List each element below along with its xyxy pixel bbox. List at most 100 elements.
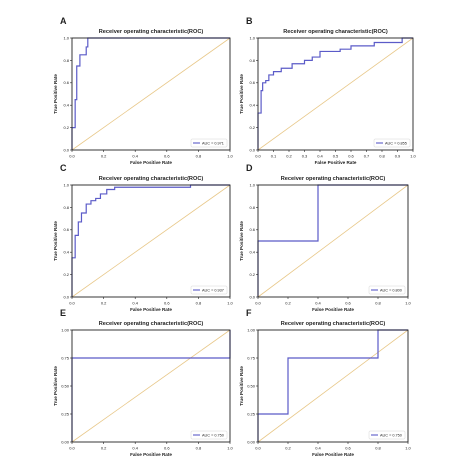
x-tick-label: 0.8 [196,154,202,159]
chart-title: Receiver operating characteristic(ROC) [281,321,386,327]
legend-box [190,138,228,148]
x-axis-label: False Positive Rate [312,452,354,457]
chart-title: Receiver operating characteristic(ROC) [281,176,386,182]
x-tick-label: 0.6 [164,301,170,306]
x-tick-label: 0.0 [255,446,261,451]
legend-label: AUC = 0.937 [202,288,224,292]
y-tick-label: 0.75 [247,355,256,360]
diagonal-reference-line [257,184,409,298]
y-tick-label: 1.0 [63,35,69,40]
y-tick-label: 0.0 [249,294,255,299]
x-tick-label: 0.1 [271,154,277,159]
x-tick-label: 0.7 [364,154,370,159]
panel-letter: C [60,163,67,173]
x-axis-label: False Positive Rate [130,452,172,457]
chart-title: Receiver operating characteristic(ROC) [99,321,204,327]
panel-c: C Receiver operating characteristic(ROC) 0… [53,163,234,312]
x-tick-label: 0.2 [101,154,107,159]
y-axis-label: True Positive Rate [239,221,244,261]
x-tick-label: 1.0 [227,446,233,451]
x-tick-label: 0.6 [164,154,170,159]
panel-d: D Receiver operating characteristic(ROC) 0… [239,163,412,312]
x-tick-label: 0.2 [285,446,291,451]
x-tick-label: 1.0 [227,301,233,306]
legend-box [368,430,406,440]
y-tick-label: 0.2 [63,125,69,130]
diagonal-reference-line [257,329,409,443]
x-tick-label: 1.0 [405,446,411,451]
y-tick-label: 0.8 [249,205,255,210]
x-tick-label: 1.0 [405,301,411,306]
y-tick-label: 1.0 [249,35,255,40]
panel-letter: D [246,163,253,173]
panel-b: B Receiver operating characteristic(ROC) 0… [239,16,417,165]
y-tick-label: 1.0 [249,182,255,187]
chart-title: Receiver operating characteristic(ROC) [99,29,204,35]
y-tick-label: 0.2 [249,125,255,130]
y-axis-label: True Positive Rate [239,74,244,114]
x-tick-label: 0.6 [348,154,354,159]
y-tick-label: 0.00 [247,439,256,444]
y-tick-label: 0.4 [249,103,255,108]
roc-curve [71,184,230,297]
legend-box [373,138,411,148]
x-tick-label: 0.4 [132,446,138,451]
panel-a: A Receiver operating characteristic(ROC) 0… [53,16,234,165]
y-axis-label: True Positive Rate [53,221,58,261]
legend-box [368,285,406,295]
x-tick-label: 0.5 [333,154,339,159]
plot-frame [71,37,231,151]
chart-title: Receiver operating characteristic(ROC) [99,176,204,182]
x-tick-label: 0.4 [315,446,321,451]
y-tick-label: 0.8 [63,58,69,63]
y-tick-label: 0.25 [247,411,256,416]
y-tick-label: 0.4 [249,250,255,255]
x-tick-label: 0.0 [255,154,261,159]
x-tick-label: 0.8 [196,301,202,306]
roc-curve [257,37,413,150]
x-tick-label: 0.6 [345,446,351,451]
y-tick-label: 0.2 [249,272,255,277]
x-axis-label: False Positive Rate [130,160,172,165]
diagonal-reference-line [71,329,231,443]
x-tick-label: 0.0 [69,301,75,306]
y-tick-label: 0.25 [61,411,70,416]
x-tick-label: 0.8 [379,154,385,159]
panel-f: F Receiver operating characteristic(ROC) 0… [239,308,412,457]
y-tick-label: 0.50 [247,383,256,388]
x-tick-label: 0.3 [302,154,308,159]
x-axis-label: False Positive Rate [315,160,357,165]
y-tick-label: 0.6 [249,227,255,232]
panel-letter: F [246,308,252,318]
y-tick-label: 0.6 [63,227,69,232]
y-tick-label: 0.0 [63,294,69,299]
legend-label: AUC = 0.800 [380,288,402,292]
x-tick-label: 0.2 [101,446,107,451]
y-tick-label: 0.50 [61,383,70,388]
x-tick-label: 0.6 [345,301,351,306]
y-axis-label: True Positive Rate [53,74,58,114]
panel-letter: A [60,16,67,26]
x-tick-label: 1.0 [410,154,416,159]
x-tick-label: 1.0 [227,154,233,159]
y-tick-label: 0.00 [61,439,70,444]
y-tick-label: 0.4 [63,103,69,108]
x-tick-label: 0.8 [375,446,381,451]
x-tick-label: 0.8 [375,301,381,306]
y-tick-label: 0.75 [61,355,70,360]
x-tick-label: 0.9 [395,154,401,159]
legend-box [190,285,228,295]
x-tick-label: 0.4 [132,154,138,159]
y-tick-label: 0.8 [249,58,255,63]
legend-box [190,430,228,440]
y-axis-label: True Positive Rate [239,366,244,406]
x-tick-label: 0.2 [101,301,107,306]
y-tick-label: 1.00 [247,327,256,332]
x-axis-label: False Positive Rate [130,307,172,312]
x-tick-label: 0.0 [69,446,75,451]
y-tick-label: 1.0 [63,182,69,187]
chart-title: Receiver operating characteristic(ROC) [283,29,388,35]
x-axis-label: False Positive Rate [312,307,354,312]
x-tick-label: 0.2 [286,154,292,159]
